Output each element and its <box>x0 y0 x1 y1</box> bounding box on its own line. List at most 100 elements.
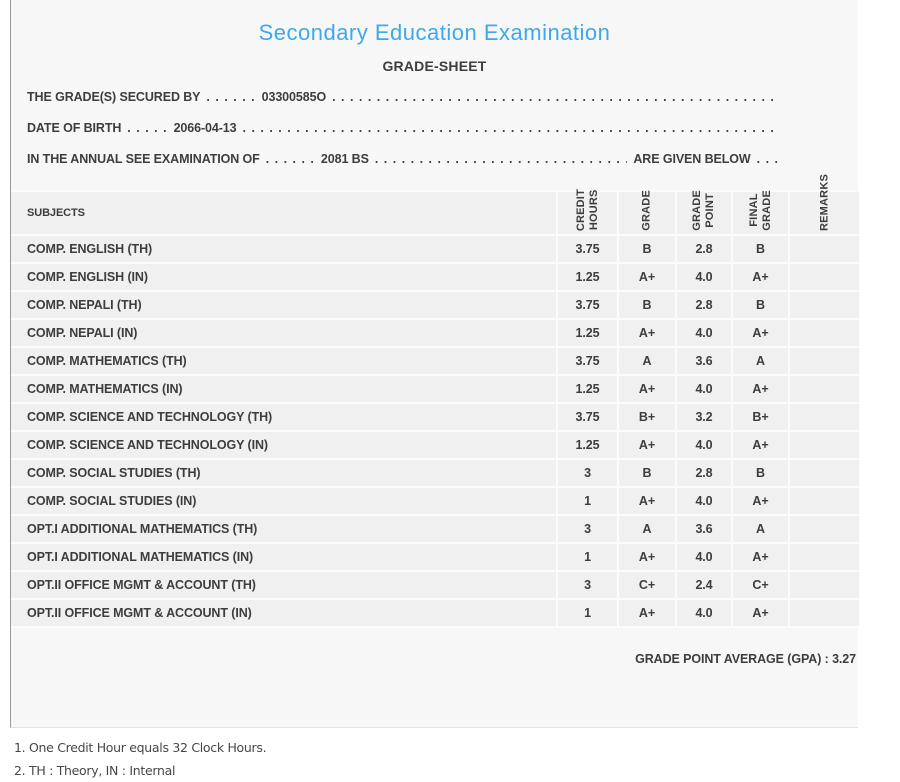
grade-point-cell: 3.6 <box>675 346 733 376</box>
credit-hours-cell: 1.25 <box>556 318 619 348</box>
remarks-cell <box>788 374 859 404</box>
final-grade-cell: A+ <box>731 486 790 516</box>
subject-cell: COMP. NEPALI (TH) <box>11 290 558 320</box>
remarks-cell <box>788 430 859 460</box>
final-grade-cell: A+ <box>731 430 790 460</box>
grade-point-cell: 4.0 <box>675 542 733 572</box>
subject-cell: COMP. MATHEMATICS (TH) <box>11 346 558 376</box>
grade-cell: A <box>617 346 677 376</box>
remarks-cell <box>788 262 859 292</box>
leader-dots: . . . <box>756 152 779 166</box>
grade-cell: B+ <box>617 402 677 432</box>
date-of-birth-value: 2066-04-13 <box>173 121 237 135</box>
leader-dots: . . . . . . . . . . . . . . . . . . . . … <box>332 90 779 104</box>
grade-cell: A+ <box>617 262 677 292</box>
credit-hours-cell: 1 <box>556 542 619 572</box>
credit-hours-cell: 3 <box>556 514 619 544</box>
credit-hours-cell: 1.25 <box>556 430 619 460</box>
credit-hours-cell: 3 <box>556 458 619 488</box>
grades-secured-by-line: THE GRADE(S) SECURED BY . . . . . . 0330… <box>27 90 779 104</box>
symbol-number-value: 03300585O <box>261 90 327 104</box>
leader-dots: . . . . . <box>127 121 168 135</box>
final-grade-cell: A <box>731 514 790 544</box>
candidate-info: THE GRADE(S) SECURED BY . . . . . . 0330… <box>27 90 779 166</box>
table-row: OPT.I ADDITIONAL MATHEMATICS (IN) 1 A+ 4.0 A… <box>11 542 859 572</box>
grades-secured-by-label: THE GRADE(S) SECURED BY <box>27 90 201 104</box>
examination-year-line: IN THE ANNUAL SEE EXAMINATION OF . . . .… <box>27 152 779 166</box>
grade-cell: A+ <box>617 374 677 404</box>
grade-cell: A+ <box>617 486 677 516</box>
remarks-cell <box>788 514 859 544</box>
are-given-below-label: ARE GIVEN BELOW <box>633 152 751 166</box>
credit-hours-cell: 1.25 <box>556 374 619 404</box>
page-title: Secondary Education Examination <box>258 20 611 45</box>
remarks-cell <box>788 318 859 348</box>
grade-sheet-card: Secondary Education Examination GRADE-SH… <box>10 0 859 728</box>
subject-cell: OPT.I ADDITIONAL MATHEMATICS (IN) <box>11 542 558 572</box>
leader-dots: . . . . . . <box>206 90 256 104</box>
footnote-credit-hours: 1. One Credit Hour equals 32 Clock Hours… <box>14 740 267 755</box>
table-row: COMP. ENGLISH (IN) 1.25 A+ 4.0 A+ <box>11 262 859 292</box>
gpa-summary: GRADE POINT AVERAGE (GPA) : 3.27 <box>635 652 856 666</box>
subject-cell: COMP. SOCIAL STUDIES (TH) <box>11 458 558 488</box>
final-grade-cell: B+ <box>731 402 790 432</box>
subject-cell: COMP. NEPALI (IN) <box>11 318 558 348</box>
remarks-cell <box>788 234 859 264</box>
grade-cell: C+ <box>617 570 677 600</box>
subject-cell: OPT.I ADDITIONAL MATHEMATICS (TH) <box>11 514 558 544</box>
final-grade-cell: A <box>731 346 790 376</box>
remarks-cell <box>788 346 859 376</box>
subject-cell: OPT.II OFFICE MGMT & ACCOUNT (TH) <box>11 570 558 600</box>
subject-cell: COMP. SOCIAL STUDIES (IN) <box>11 486 558 516</box>
subject-cell: COMP. SCIENCE AND TECHNOLOGY (IN) <box>11 430 558 460</box>
credit-hours-cell: 1 <box>556 486 619 516</box>
grade-point-cell: 4.0 <box>675 262 733 292</box>
final-grade-cell: A+ <box>731 542 790 572</box>
date-of-birth-line: DATE OF BIRTH . . . . . 2066-04-13 . . .… <box>27 121 779 135</box>
grade-point-cell: 3.6 <box>675 514 733 544</box>
credit-hours-cell: 3 <box>556 570 619 600</box>
grade-cell: A+ <box>617 542 677 572</box>
grades-table-header: SUBJECTS CREDIT HOURS GRADE GRADE POINT … <box>11 174 859 236</box>
leader-dots: . . . . . . . . . . . . . . . . . . . . … <box>374 152 628 166</box>
grade-point-cell: 2.8 <box>675 234 733 264</box>
table-row: OPT.II OFFICE MGMT & ACCOUNT (IN) 1 A+ 4.0 A… <box>11 598 859 628</box>
grade-point-cell: 4.0 <box>675 430 733 460</box>
grade-column-header: GRADE <box>617 190 677 236</box>
table-row: OPT.I ADDITIONAL MATHEMATICS (TH) 3 A 3.6 A <box>11 514 859 544</box>
table-row: COMP. MATHEMATICS (IN) 1.25 A+ 4.0 A+ <box>11 374 859 404</box>
remarks-cell <box>788 598 859 628</box>
table-row: OPT.II OFFICE MGMT & ACCOUNT (TH) 3 C+ 2.4 C… <box>11 570 859 600</box>
grade-point-column-header: GRADE POINT <box>675 190 733 236</box>
table-row: COMP. SOCIAL STUDIES (TH) 3 B 2.8 B <box>11 458 859 488</box>
page-subtitle: GRADE-SHEET <box>382 58 487 74</box>
header-row: SUBJECTS CREDIT HOURS GRADE GRADE POINT … <box>11 174 859 236</box>
grade-point-cell: 4.0 <box>675 374 733 404</box>
subject-cell: COMP. ENGLISH (TH) <box>11 234 558 264</box>
table-row: COMP. MATHEMATICS (TH) 3.75 A 3.6 A <box>11 346 859 376</box>
grades-table-body: COMP. ENGLISH (TH) 3.75 B 2.8 B COMP. ENGLISH… <box>11 234 859 628</box>
footnote-th-in-legend: 2. TH : Theory, IN : Internal <box>14 763 176 778</box>
grade-cell: A+ <box>617 598 677 628</box>
remarks-cell <box>788 290 859 320</box>
grade-cell: B <box>617 458 677 488</box>
credit-hours-cell: 3.75 <box>556 290 619 320</box>
grade-cell: A+ <box>617 318 677 348</box>
grade-point-cell: 2.4 <box>675 570 733 600</box>
grades-table: SUBJECTS CREDIT HOURS GRADE GRADE POINT … <box>11 174 859 628</box>
footnotes: 1. One Credit Hour equals 32 Clock Hours… <box>14 736 267 782</box>
subject-cell: OPT.II OFFICE MGMT & ACCOUNT (IN) <box>11 598 558 628</box>
final-grade-cell: C+ <box>731 570 790 600</box>
grade-point-cell: 4.0 <box>675 486 733 516</box>
credit-hours-cell: 3.75 <box>556 234 619 264</box>
leader-dots: . . . . . . <box>265 152 315 166</box>
remarks-cell <box>788 402 859 432</box>
subject-cell: COMP. MATHEMATICS (IN) <box>11 374 558 404</box>
grade-cell: B <box>617 290 677 320</box>
grade-point-cell: 2.8 <box>675 290 733 320</box>
credit-hours-cell: 3.75 <box>556 346 619 376</box>
remarks-cell <box>788 570 859 600</box>
final-grade-cell: A+ <box>731 318 790 348</box>
examination-year-label: IN THE ANNUAL SEE EXAMINATION OF <box>27 152 260 166</box>
grade-cell: A <box>617 514 677 544</box>
